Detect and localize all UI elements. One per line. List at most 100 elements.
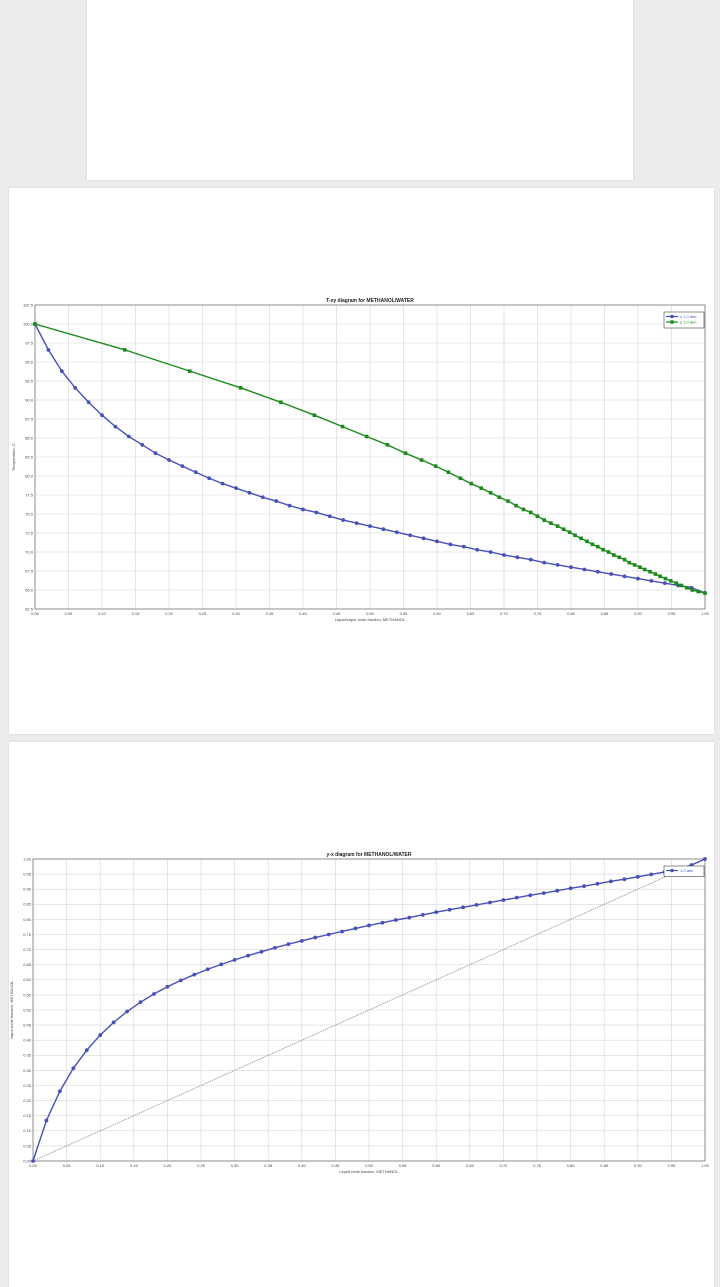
- data-point: [573, 533, 577, 538]
- data-point: [326, 932, 331, 937]
- data-point: [274, 499, 279, 503]
- data-point: [582, 567, 587, 572]
- x-tick-label: 0.80: [567, 611, 576, 616]
- data-point: [601, 547, 605, 552]
- data-point: [46, 347, 51, 352]
- data-point: [327, 514, 332, 519]
- x-tick-label: 0.00: [29, 1163, 38, 1168]
- data-point: [368, 524, 372, 529]
- plot-frame: [34, 304, 706, 610]
- y-tick-label: 85.0: [25, 435, 34, 440]
- data-point: [113, 424, 118, 429]
- blank-card: [87, 0, 633, 180]
- data-point: [111, 1020, 116, 1025]
- data-point: [205, 967, 210, 972]
- data-point: [627, 560, 632, 565]
- data-point: [153, 451, 158, 456]
- data-point: [71, 1066, 76, 1071]
- y-tick-label: 0.15: [23, 1113, 32, 1118]
- x-tick-label: 0.05: [65, 611, 74, 616]
- x-tick-label: 0.95: [668, 611, 677, 616]
- x-tick-label: 0.75: [533, 1163, 542, 1168]
- data-point: [340, 424, 345, 429]
- x-tick-label: 1.00: [701, 611, 710, 616]
- data-point: [703, 857, 707, 861]
- y-tick-label: 87.5: [25, 416, 34, 421]
- data-point: [259, 949, 264, 954]
- yx-chart: 0.00 0.05 0.10 0.15 0.20 0.25 0.30 0.35 0.40 0.45…: [9, 852, 710, 1174]
- y-tick-label: 65.0: [25, 587, 34, 592]
- data-point: [385, 443, 390, 447]
- y-tick-label: 0.85: [23, 902, 32, 907]
- data-point: [367, 923, 371, 928]
- data-point: [193, 470, 198, 475]
- grid-lines: [34, 304, 706, 610]
- y-tick-label: 102.5: [23, 302, 34, 307]
- data-point: [286, 942, 291, 947]
- data-point: [341, 518, 346, 522]
- data-point: [238, 386, 243, 390]
- data-point: [192, 972, 197, 977]
- data-point: [260, 495, 265, 500]
- legend-marker: [670, 314, 674, 319]
- data-point: [609, 879, 613, 884]
- legend-label: 1.0 atm: [680, 868, 694, 873]
- x-tick-label: 0.15: [130, 1163, 139, 1168]
- y-tick-label: 82.5: [25, 454, 34, 459]
- data-point: [514, 503, 518, 508]
- x-tick-label: 0.10: [98, 611, 107, 616]
- x-tick-label: 0.40: [299, 611, 308, 616]
- y-tick-label: 0.05: [23, 1143, 32, 1148]
- data-point: [642, 567, 647, 572]
- data-point: [555, 888, 560, 893]
- txy-chart: 0.00 0.05 0.10 0.15 0.20 0.25 0.30 0.35 0.40 0.45…: [11, 298, 710, 622]
- data-point: [632, 563, 637, 567]
- data-point: [549, 521, 553, 525]
- data-point: [247, 490, 252, 495]
- x-tick-label: 0.45: [333, 611, 342, 616]
- data-point: [461, 905, 465, 910]
- data-point: [622, 557, 627, 562]
- y-tick-label: 0.60: [23, 977, 32, 982]
- series-1: [33, 322, 707, 595]
- data-point: [561, 527, 566, 531]
- data-point: [609, 572, 614, 576]
- data-point: [488, 490, 493, 495]
- plot-frame: [32, 858, 706, 1162]
- chart-title: T-xy diagram for METHANOL/WATER: [326, 298, 414, 304]
- y-axis-label: Temperature, C: [11, 443, 16, 471]
- data-point: [658, 574, 662, 579]
- data-point: [44, 1118, 49, 1123]
- legend-label: x 1.0 atm: [680, 314, 697, 319]
- x-tick-label: 0.50: [366, 611, 375, 616]
- y-tick-label: 70.0: [25, 549, 34, 554]
- data-point: [542, 518, 546, 522]
- x-tick-label: 0.30: [231, 1163, 240, 1168]
- y-tick-label: 80.0: [25, 473, 34, 478]
- x-tick-label: 0.20: [165, 611, 174, 616]
- x-tick-label: 0.70: [500, 1163, 509, 1168]
- data-point: [612, 553, 616, 557]
- data-point: [403, 451, 408, 455]
- y-tick-label: 0.80: [23, 917, 32, 922]
- x-tick-label: 0.20: [164, 1163, 173, 1168]
- y-tick-label: 75.0: [25, 511, 34, 516]
- data-point: [515, 555, 520, 560]
- data-point: [31, 1159, 35, 1163]
- data-point: [590, 542, 595, 547]
- x-tick-label: 0.85: [601, 611, 610, 616]
- data-point: [314, 510, 319, 515]
- data-point: [234, 486, 238, 491]
- y-tick-label: 0.00: [23, 1158, 32, 1163]
- y-tick-label: 0.65: [23, 962, 32, 967]
- data-point: [674, 581, 678, 585]
- data-point: [617, 555, 622, 560]
- diagonal-reference-line: [32, 858, 706, 1162]
- data-point: [585, 539, 589, 544]
- data-point: [138, 1000, 143, 1005]
- data-point: [447, 907, 452, 912]
- legend-label: y 1.0 atm: [680, 319, 697, 324]
- y-tick-label: 62.5: [25, 606, 34, 611]
- x-tick-label: 1.00: [701, 1163, 710, 1168]
